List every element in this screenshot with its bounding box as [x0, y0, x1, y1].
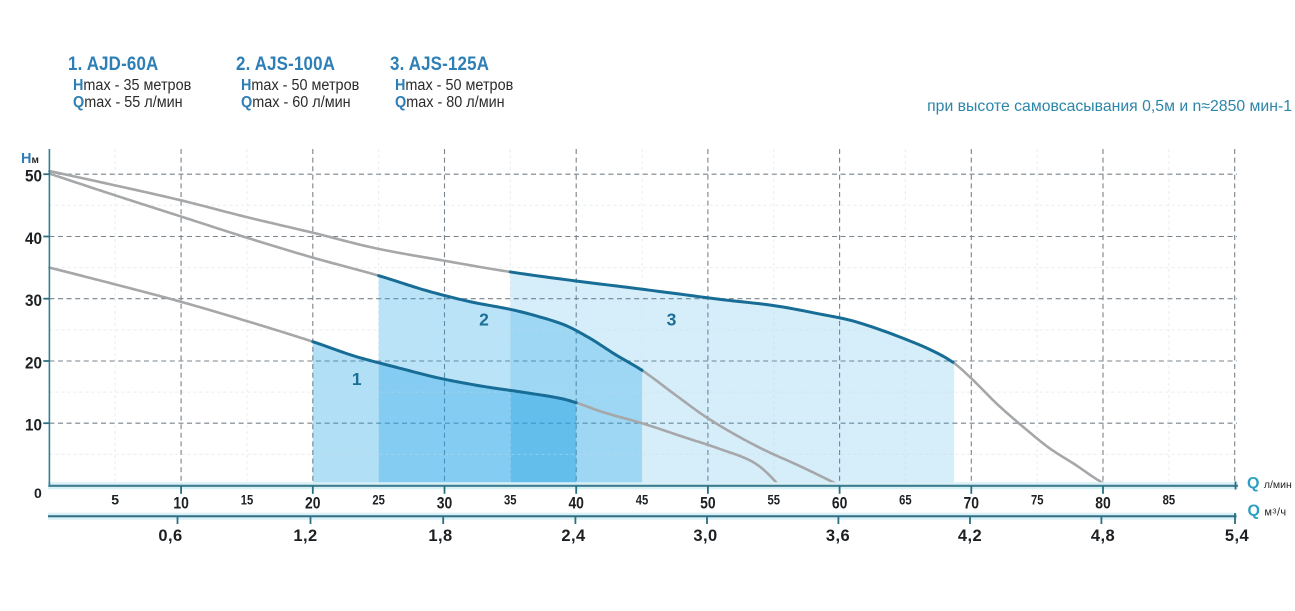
svg-text:3,0: 3,0	[693, 527, 717, 545]
svg-text:50: 50	[25, 168, 42, 186]
svg-text:35: 35	[504, 492, 517, 508]
svg-text:85: 85	[1163, 492, 1176, 508]
svg-text:2,4: 2,4	[561, 527, 586, 545]
svg-text:4,2: 4,2	[958, 527, 982, 545]
svg-text:3: 3	[667, 310, 677, 330]
svg-text:20: 20	[25, 355, 42, 373]
svg-text:Q м3/ч: Q м3/ч	[1248, 503, 1287, 520]
svg-text:75: 75	[1031, 492, 1044, 508]
svg-text:30: 30	[25, 292, 42, 310]
svg-text:Q л/мин: Q л/мин	[1247, 475, 1292, 492]
svg-text:0,6: 0,6	[158, 527, 182, 545]
svg-text:1,8: 1,8	[428, 527, 452, 545]
svg-text:1: 1	[352, 369, 362, 389]
svg-text:45: 45	[636, 492, 649, 508]
svg-text:2: 2	[479, 310, 489, 330]
svg-text:3,6: 3,6	[826, 527, 850, 545]
svg-text:1,2: 1,2	[293, 527, 317, 545]
svg-text:55: 55	[768, 492, 781, 508]
svg-text:5: 5	[111, 492, 119, 508]
svg-text:40: 40	[568, 494, 584, 513]
svg-text:65: 65	[899, 492, 912, 508]
svg-text:0: 0	[34, 485, 42, 501]
svg-text:20: 20	[305, 494, 321, 513]
svg-text:25: 25	[372, 492, 385, 508]
svg-text:50: 50	[700, 494, 716, 513]
svg-text:70: 70	[964, 494, 980, 513]
svg-text:30: 30	[437, 494, 453, 513]
svg-text:5,4: 5,4	[1225, 527, 1250, 545]
svg-text:4,8: 4,8	[1091, 527, 1115, 545]
svg-text:40: 40	[25, 230, 42, 248]
svg-text:Hм: Hм	[21, 151, 39, 167]
svg-text:80: 80	[1095, 494, 1111, 513]
svg-text:10: 10	[173, 494, 189, 513]
svg-text:15: 15	[241, 492, 254, 508]
svg-text:60: 60	[832, 494, 848, 513]
svg-text:10: 10	[25, 417, 42, 435]
